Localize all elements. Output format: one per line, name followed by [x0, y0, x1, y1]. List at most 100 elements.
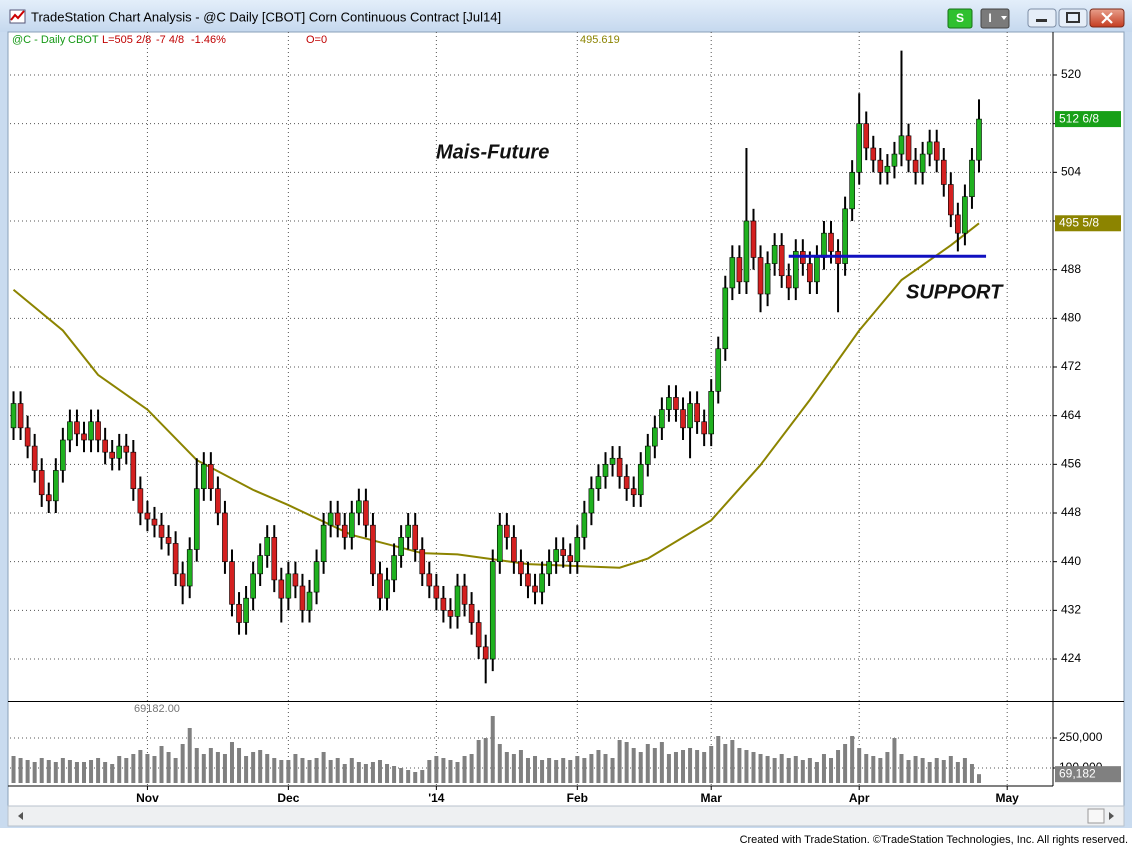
- volume-bar: [208, 748, 213, 783]
- candle-body: [912, 159, 919, 173]
- close-icon: [1101, 12, 1113, 24]
- volume-bar: [723, 744, 728, 783]
- candle-body: [285, 573, 292, 599]
- volume-bar: [906, 760, 911, 783]
- x-tick-label: Apr: [849, 791, 870, 805]
- y-tick-label: 504: [1061, 164, 1081, 178]
- scrollbar[interactable]: [7, 805, 1125, 827]
- volume-bar: [307, 760, 312, 783]
- candle-body: [574, 537, 581, 562]
- y-tick-label: 250,000: [1059, 730, 1103, 744]
- volume-bar: [166, 752, 171, 783]
- candle-body: [341, 524, 348, 538]
- scroll-thumb[interactable]: [1087, 808, 1105, 824]
- volume-bar: [638, 752, 643, 783]
- indicator-button[interactable]: [980, 8, 1010, 29]
- volume-bar: [533, 756, 538, 783]
- scroll-right[interactable]: [1109, 812, 1114, 820]
- volume-bar: [53, 762, 58, 783]
- volume-bar: [681, 750, 686, 783]
- volume-bar: [948, 756, 953, 783]
- candle-body: [299, 585, 306, 611]
- title-bar: [0, 0, 1132, 32]
- x-tick-label: Feb: [567, 791, 588, 805]
- volume-bar: [392, 766, 397, 783]
- volume-bar: [617, 740, 622, 783]
- x-tick-label: May: [996, 791, 1020, 805]
- volume-bar: [511, 754, 516, 783]
- volume-bar: [941, 760, 946, 783]
- candle-body: [313, 561, 320, 593]
- candle-body: [74, 421, 80, 435]
- candle-body: [637, 464, 644, 496]
- volume-bar: [265, 754, 270, 783]
- x-tick-label: Nov: [136, 791, 159, 805]
- volume-tag-box: [1055, 766, 1121, 783]
- strategy-button-label[interactable]: S: [956, 11, 964, 25]
- candle-body: [377, 573, 383, 599]
- volume-bar: [377, 760, 382, 783]
- volume-bar: [110, 764, 115, 783]
- candle-body: [863, 123, 870, 149]
- candle-body: [877, 159, 884, 173]
- candle-body: [687, 403, 693, 429]
- volume-bar: [483, 738, 488, 783]
- volume-tag: 69,182: [1059, 766, 1096, 780]
- minimize-button[interactable]: [1027, 8, 1057, 28]
- scroll-left[interactable]: [18, 812, 23, 820]
- candle-body: [257, 555, 263, 575]
- indicator-button-label[interactable]: I: [988, 11, 991, 25]
- candle-body: [919, 153, 926, 173]
- x-tick-label: Dec: [277, 791, 299, 805]
- candle-body: [38, 470, 45, 496]
- volume-header: 69182.00: [134, 703, 180, 715]
- volume-bar: [821, 754, 826, 783]
- volume-bar: [666, 754, 671, 783]
- candle-body: [67, 421, 73, 441]
- footer-area: [0, 828, 1132, 847]
- restore-button[interactable]: [1058, 8, 1088, 28]
- open-value: O=0: [306, 34, 327, 46]
- candle-body: [236, 603, 242, 623]
- candle-body: [729, 257, 736, 289]
- volume-bar: [342, 764, 347, 783]
- candle-body: [24, 427, 31, 447]
- minimize-icon: [1036, 19, 1047, 22]
- candle-body: [88, 421, 94, 441]
- candle-body: [940, 159, 947, 185]
- chart-area: [7, 31, 1125, 807]
- volume-bar: [955, 762, 960, 783]
- volume-bar: [504, 752, 509, 783]
- strategy-button[interactable]: [947, 8, 973, 29]
- volume-bar: [793, 756, 798, 783]
- dropdown-arrow[interactable]: [1001, 16, 1007, 20]
- volume-bar: [913, 756, 918, 783]
- candle-body: [539, 573, 545, 593]
- candle-body: [764, 263, 771, 295]
- candle-body: [158, 524, 165, 538]
- volume-bar: [279, 760, 284, 783]
- volume-bar: [314, 758, 319, 783]
- candle-body: [666, 397, 672, 410]
- y-tick-label: 464: [1061, 408, 1081, 422]
- volume-bar: [476, 740, 481, 783]
- volume-bar: [758, 754, 763, 783]
- ma-tag-box: [1055, 215, 1121, 232]
- candle-body: [757, 257, 764, 295]
- candle-body: [412, 524, 419, 550]
- volume-bar: [659, 742, 664, 783]
- candle-body: [31, 445, 38, 471]
- candle-body: [750, 220, 757, 258]
- annotation: Mais-Future: [436, 141, 549, 163]
- volume-bar: [589, 754, 594, 783]
- ma-value: 495.619: [580, 34, 620, 46]
- candle-body: [356, 500, 362, 514]
- volume-bar: [159, 746, 164, 783]
- volume-bar: [737, 748, 742, 783]
- volume-bar: [603, 754, 608, 783]
- candle-body: [475, 622, 482, 648]
- volume-bar: [716, 736, 721, 783]
- percent-change: -1.46%: [191, 34, 226, 46]
- candle-body: [814, 257, 820, 283]
